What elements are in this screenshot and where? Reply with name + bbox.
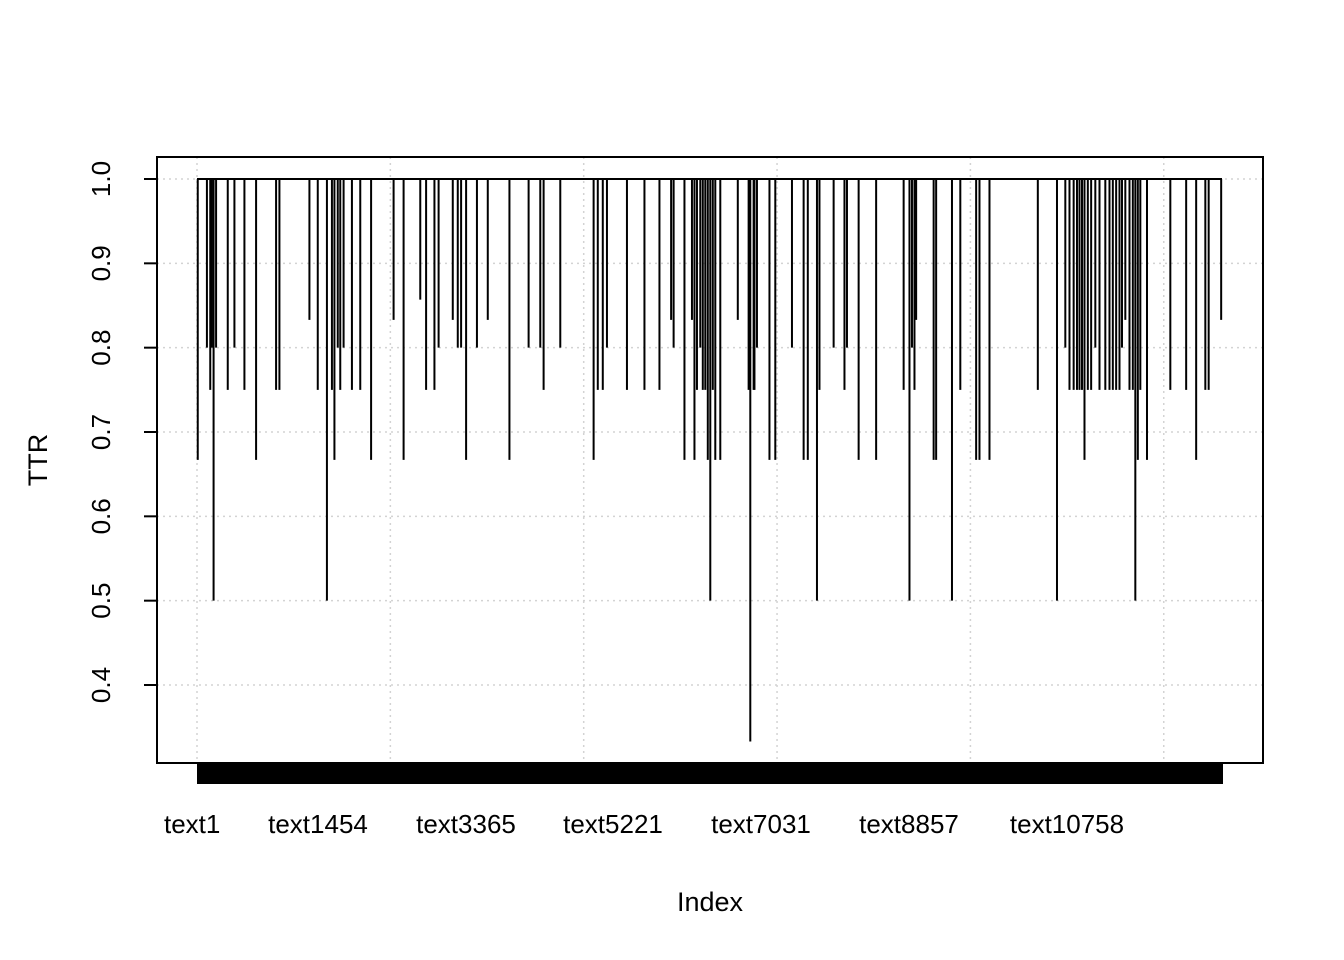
x-axis-labels: text1 text1454 text3365 text5221 text7031 tex… bbox=[164, 809, 1124, 839]
x-tick-label-4: text7031 bbox=[711, 809, 811, 839]
y-tick-label-3: 0.7 bbox=[86, 414, 116, 450]
y-tick-label-0: 0.4 bbox=[86, 667, 116, 703]
x-axis-tick-band bbox=[197, 763, 1223, 784]
data-lines bbox=[196, 178, 1223, 742]
x-tick-label-6: text10758 bbox=[1010, 809, 1124, 839]
y-tick-label-6: 1.0 bbox=[86, 161, 116, 197]
x-axis-title: Index bbox=[677, 887, 744, 917]
y-tick-label-4: 0.8 bbox=[86, 330, 116, 366]
y-tick-label-2: 0.6 bbox=[86, 498, 116, 534]
x-tick-label-1: text1454 bbox=[268, 809, 368, 839]
x-tick-label-3: text5221 bbox=[563, 809, 663, 839]
x-tick-label-0: text1 bbox=[164, 809, 220, 839]
y-tick-label-1: 0.5 bbox=[86, 583, 116, 619]
y-axis-title: TTR bbox=[23, 434, 53, 486]
y-axis: 0.4 0.5 0.6 0.7 0.8 0.9 1.0 bbox=[86, 161, 157, 703]
plot-frame bbox=[156, 156, 1264, 764]
y-tick-label-5: 0.9 bbox=[86, 245, 116, 281]
x-tick-label-5: text8857 bbox=[859, 809, 959, 839]
x-tick-label-2: text3365 bbox=[416, 809, 516, 839]
